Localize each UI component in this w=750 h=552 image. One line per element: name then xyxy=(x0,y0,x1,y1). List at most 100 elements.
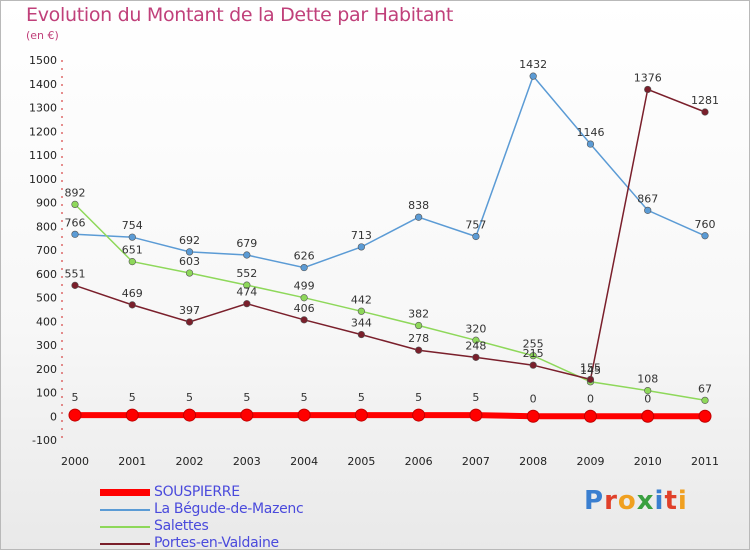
data-point xyxy=(125,408,139,422)
data-label: 255 xyxy=(523,338,544,351)
data-point xyxy=(526,409,540,423)
data-point xyxy=(529,361,537,369)
y-tick-label: 1100 xyxy=(29,149,57,162)
data-label: 551 xyxy=(65,267,86,280)
y-tick-label: 1400 xyxy=(29,78,57,91)
data-label: 5 xyxy=(472,391,479,404)
data-label: 5 xyxy=(72,391,79,404)
data-point xyxy=(415,346,423,354)
data-label: 0 xyxy=(644,392,651,405)
data-point xyxy=(243,300,251,308)
legend-swatch-portes-en-valdaine xyxy=(100,543,150,545)
proxiti-logo: Proxiti xyxy=(584,486,688,516)
legend-label-portes-en-valdaine: Portes-en-Valdaine xyxy=(154,535,279,551)
data-point xyxy=(701,232,709,240)
chart-subtitle: (en €) xyxy=(26,29,59,42)
data-point xyxy=(472,336,480,344)
x-tick-label: 2004 xyxy=(290,455,318,468)
y-tick-label: 100 xyxy=(36,387,57,400)
data-label: 5 xyxy=(415,391,422,404)
y-tick-label: 1300 xyxy=(29,102,57,115)
y-tick-label: 600 xyxy=(36,268,57,281)
data-point xyxy=(698,409,712,423)
data-point xyxy=(472,232,480,241)
legend-label-souspierre: SOUSPIERRE xyxy=(154,484,240,500)
y-tick-label: 1000 xyxy=(29,173,57,186)
data-label: 0 xyxy=(530,392,537,405)
y-tick-label: 200 xyxy=(36,363,57,376)
data-label: 760 xyxy=(695,218,716,231)
y-tick-label: 1500 xyxy=(29,54,57,67)
data-label: 892 xyxy=(65,186,86,199)
data-label: 5 xyxy=(243,391,250,404)
data-label: 552 xyxy=(236,267,257,280)
data-label: 5 xyxy=(186,391,193,404)
data-point xyxy=(185,269,194,277)
data-label: 1376 xyxy=(634,71,662,84)
data-label: 442 xyxy=(351,293,372,306)
y-tick-label: 0 xyxy=(50,410,57,423)
data-label: 406 xyxy=(294,302,315,315)
data-label: 626 xyxy=(294,250,315,263)
y-tick-label: 800 xyxy=(36,220,57,233)
data-point xyxy=(243,251,251,259)
data-label: 679 xyxy=(236,237,257,250)
data-label: 469 xyxy=(122,287,143,300)
data-label: 867 xyxy=(637,192,658,205)
data-label: 320 xyxy=(465,322,486,335)
data-label: 754 xyxy=(122,219,143,232)
series-line-3 xyxy=(74,88,706,381)
data-label: 603 xyxy=(179,255,200,268)
data-point xyxy=(644,206,652,214)
y-tick-label: 900 xyxy=(36,197,57,210)
data-point xyxy=(529,72,537,80)
data-point xyxy=(185,248,194,256)
data-point xyxy=(583,409,597,423)
data-label: 108 xyxy=(637,373,658,386)
data-label: 1432 xyxy=(519,58,547,71)
data-label: 248 xyxy=(465,339,486,352)
legend-label-salettes: Salettes xyxy=(154,518,209,534)
series-line-2 xyxy=(74,203,706,402)
data-point xyxy=(586,375,595,384)
data-point xyxy=(300,263,308,272)
data-label: 155 xyxy=(580,361,601,374)
x-tick-label: 2011 xyxy=(691,455,719,468)
legend-label-la-begude-de-mazenc: La Bégude-de-Mazenc xyxy=(154,501,304,517)
y-tick-label: 400 xyxy=(36,315,57,328)
data-label: 278 xyxy=(408,332,429,345)
data-label: 838 xyxy=(408,199,429,212)
data-label: 499 xyxy=(294,280,315,293)
series-line-1 xyxy=(74,74,706,269)
data-point xyxy=(300,294,308,302)
data-point xyxy=(243,281,251,289)
data-label: 1146 xyxy=(576,126,604,139)
data-point xyxy=(128,301,136,309)
data-point xyxy=(357,307,365,315)
data-point xyxy=(644,387,652,395)
data-label: 651 xyxy=(122,244,143,257)
data-point xyxy=(586,140,595,148)
data-point xyxy=(185,318,194,326)
data-point xyxy=(68,408,82,422)
data-label: 766 xyxy=(65,216,86,229)
data-point xyxy=(641,409,655,423)
x-tick-label: 2001 xyxy=(118,455,146,468)
data-point xyxy=(469,408,483,422)
data-point xyxy=(701,396,709,404)
data-point xyxy=(297,408,311,422)
data-point xyxy=(701,108,709,116)
data-point xyxy=(357,243,365,251)
data-label: 713 xyxy=(351,229,372,242)
data-point xyxy=(529,352,537,360)
x-tick-label: 2000 xyxy=(61,455,89,468)
data-label: 215 xyxy=(523,347,544,360)
data-point xyxy=(240,408,254,422)
data-label: 145 xyxy=(580,364,601,377)
data-point xyxy=(415,321,423,330)
y-tick-label: 300 xyxy=(36,339,57,352)
x-tick-label: 2009 xyxy=(576,455,604,468)
data-point xyxy=(71,200,79,208)
data-point xyxy=(415,213,423,221)
